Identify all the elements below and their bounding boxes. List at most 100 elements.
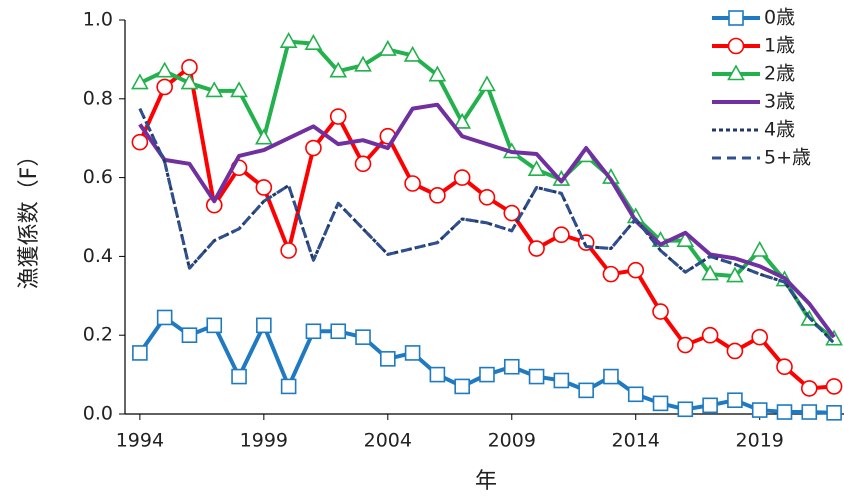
y-tick-label: 0.0	[83, 403, 113, 425]
point	[355, 329, 371, 345]
series-line	[138, 102, 836, 339]
point	[652, 303, 669, 320]
legend-label: 3歳	[764, 91, 795, 113]
point	[180, 73, 199, 90]
point	[380, 351, 396, 367]
y-tick-label: 1.0	[83, 9, 113, 31]
point	[627, 261, 645, 279]
legend-label: 4歳	[764, 119, 795, 141]
point	[428, 65, 447, 82]
point	[155, 61, 174, 78]
point	[254, 128, 273, 145]
point	[478, 189, 496, 206]
series-line	[138, 108, 836, 345]
point	[206, 317, 223, 334]
series	[131, 58, 843, 397]
series-line	[138, 65, 835, 391]
y-tick-label: 0.4	[83, 245, 113, 267]
point	[330, 323, 347, 340]
point	[131, 133, 149, 151]
point	[676, 230, 695, 247]
point	[181, 58, 198, 76]
point	[478, 75, 496, 92]
point	[132, 345, 148, 361]
point	[701, 326, 719, 344]
point	[801, 404, 818, 420]
point	[354, 55, 372, 72]
point	[602, 265, 620, 283]
point	[454, 378, 470, 395]
point	[378, 39, 397, 56]
point	[304, 33, 323, 50]
point	[503, 358, 520, 375]
point	[280, 378, 297, 395]
point	[205, 81, 224, 98]
point	[627, 386, 644, 403]
point	[702, 397, 718, 414]
point	[528, 240, 545, 257]
point	[726, 266, 744, 283]
point	[404, 175, 421, 192]
point	[305, 139, 322, 157]
point	[156, 309, 173, 326]
point	[279, 32, 298, 48]
point	[403, 45, 422, 62]
x-tick-label: 2009	[488, 430, 536, 452]
point	[776, 358, 793, 376]
point	[354, 155, 372, 173]
point	[255, 179, 273, 196]
point	[181, 327, 198, 344]
point	[677, 401, 694, 418]
x-axis-label: 年	[475, 469, 497, 494]
series	[138, 108, 836, 345]
x-tick-label: 1994	[116, 430, 164, 452]
point	[603, 368, 619, 385]
point	[825, 378, 843, 395]
point	[429, 187, 446, 204]
series	[132, 309, 842, 421]
point	[453, 169, 471, 186]
legend-label: 2歳	[764, 63, 795, 85]
series	[138, 102, 836, 339]
point	[751, 402, 768, 418]
point	[527, 160, 546, 177]
point	[256, 317, 272, 334]
point	[156, 78, 173, 96]
legend-marker	[727, 37, 745, 55]
point	[677, 336, 694, 354]
point	[231, 368, 247, 385]
point	[652, 395, 669, 412]
point	[726, 342, 744, 360]
point	[528, 368, 545, 385]
point	[230, 81, 248, 98]
point	[404, 345, 421, 361]
point	[800, 380, 818, 397]
y-tick-label: 0.2	[83, 324, 113, 346]
y-tick-label: 0.6	[83, 166, 113, 188]
y-axis-label: 漁獲係数（F）	[17, 145, 42, 290]
point	[750, 240, 769, 257]
y-tick-label: 0.8	[83, 87, 113, 109]
point	[701, 264, 719, 281]
point	[776, 404, 793, 420]
point	[553, 372, 570, 389]
x-tick-label: 1999	[240, 430, 288, 452]
legend-label: 0歳	[764, 7, 795, 29]
point	[479, 366, 495, 383]
point	[503, 204, 521, 222]
point	[751, 328, 769, 346]
point	[305, 323, 322, 340]
legend-label: 5+歳	[764, 147, 811, 169]
point	[280, 242, 297, 259]
legend-marker	[728, 10, 744, 26]
legend-marker	[727, 64, 745, 81]
point	[453, 112, 472, 129]
x-tick-label: 2004	[364, 430, 412, 452]
point	[578, 382, 594, 399]
point	[429, 366, 446, 383]
point	[131, 73, 149, 90]
x-tick-label: 2019	[736, 430, 784, 452]
point	[329, 61, 348, 78]
